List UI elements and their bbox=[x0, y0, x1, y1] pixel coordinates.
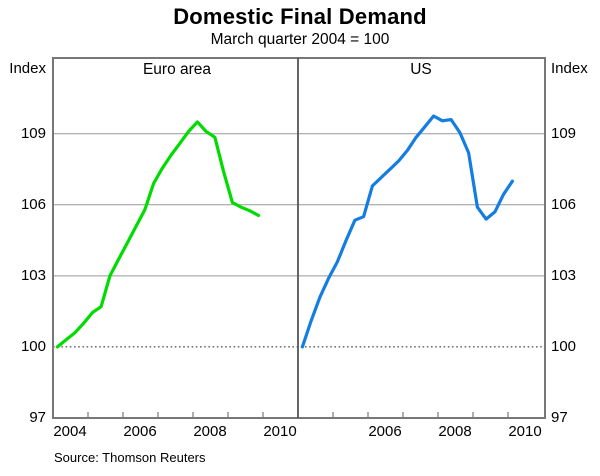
y-tick-label-left-109: 109 bbox=[20, 125, 46, 142]
chart-title: Domestic Final Demand bbox=[173, 4, 427, 29]
x-tick-label-right-2008: 2008 bbox=[438, 423, 472, 440]
y-tick-label-right-109: 109 bbox=[551, 125, 577, 142]
x-tick-label-left-2008: 2008 bbox=[193, 423, 227, 440]
euro-area-line bbox=[55, 120, 261, 349]
x-tick-label-right-2010: 2010 bbox=[508, 423, 542, 440]
x-tick-label-left-2006: 2006 bbox=[123, 423, 157, 440]
x-tick-label-left-2010: 2010 bbox=[263, 423, 297, 440]
y-tick-label-left-100: 100 bbox=[20, 338, 46, 355]
plot-frame bbox=[52, 57, 546, 419]
y-tick-label-right-106: 106 bbox=[551, 196, 577, 213]
y-tick-label-right-103: 103 bbox=[551, 267, 577, 284]
y-tick-label-left-97: 97 bbox=[29, 409, 46, 426]
y-axis-unit-left: Index bbox=[9, 60, 46, 77]
y-tick-label-right-100: 100 bbox=[551, 338, 577, 355]
chart-subtitle: March quarter 2004 = 100 bbox=[210, 31, 390, 48]
panel-label-us: US bbox=[410, 61, 432, 78]
x-tick-label-left-2004: 2004 bbox=[53, 423, 87, 440]
y-tick-label-left-103: 103 bbox=[20, 267, 46, 284]
source-note: Source: Thomson Reuters bbox=[54, 450, 206, 465]
x-tick-label-right-2006: 2006 bbox=[368, 423, 402, 440]
y-axis-unit-right: Index bbox=[551, 60, 588, 77]
y-tick-label-right-97: 97 bbox=[551, 409, 568, 426]
panel-label-euro-area: Euro area bbox=[142, 61, 212, 78]
us-line bbox=[300, 114, 515, 349]
y-tick-label-left-106: 106 bbox=[20, 196, 46, 213]
